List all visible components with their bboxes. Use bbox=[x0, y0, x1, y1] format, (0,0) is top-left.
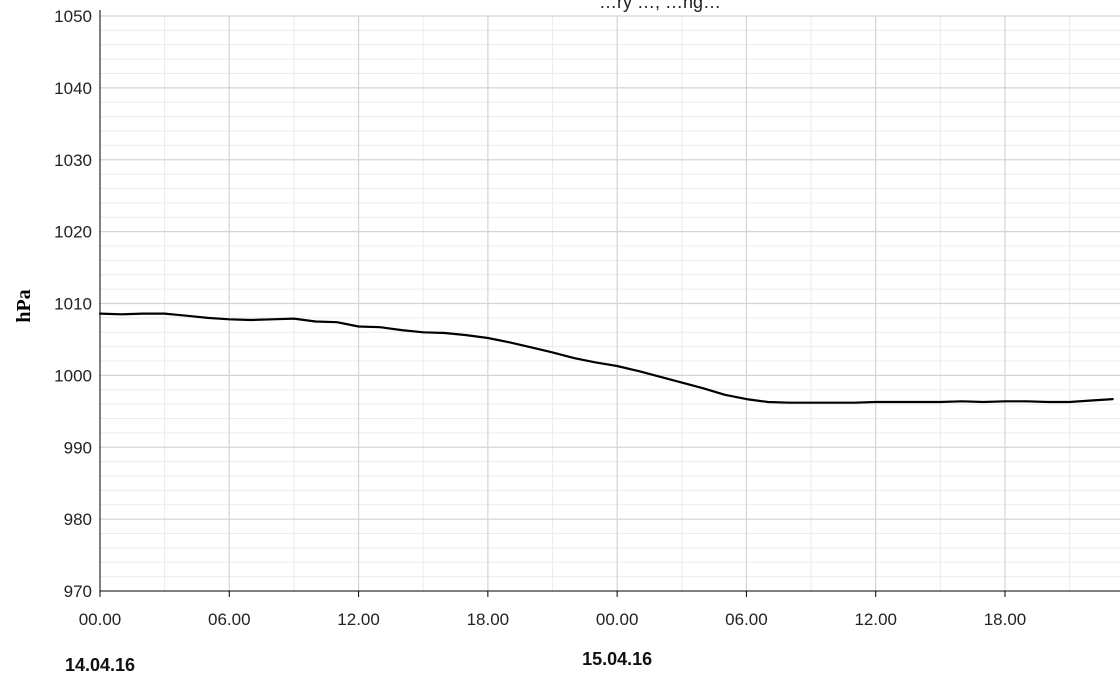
date-label: 14.04.16 bbox=[65, 655, 135, 675]
x-tick-label: 00.00 bbox=[596, 610, 639, 629]
x-tick-labels: 00.00 06.00 12.00 18.00 00.00 06.00 12.00 18.00 bbox=[79, 610, 1027, 629]
x-tick-label: 12.00 bbox=[854, 610, 897, 629]
pressure-series-line bbox=[98, 312, 1114, 404]
series-layer bbox=[98, 312, 1114, 404]
major-gridlines bbox=[100, 15, 1120, 591]
chart-title: …ry …, …ng… bbox=[599, 0, 721, 12]
y-tick-label: 1030 bbox=[54, 151, 92, 170]
y-tick-label: 980 bbox=[64, 510, 92, 529]
x-tick-label: 00.00 bbox=[79, 610, 122, 629]
y-axis-label: hPa bbox=[13, 289, 35, 322]
x-tick-label: 18.00 bbox=[467, 610, 510, 629]
y-tick-label: 1000 bbox=[54, 366, 92, 385]
y-tick-labels: 970 980 990 1000 1010 1020 1030 1040 1050 bbox=[54, 7, 92, 601]
x-tick-label: 18.00 bbox=[984, 610, 1027, 629]
y-tick-label: 1020 bbox=[54, 223, 92, 242]
y-tick-label: 970 bbox=[64, 582, 92, 601]
y-tick-label: 1050 bbox=[54, 7, 92, 26]
y-tick-label: 1010 bbox=[54, 295, 92, 314]
minor-gridlines bbox=[100, 16, 1120, 591]
x-tick-label: 06.00 bbox=[725, 610, 768, 629]
y-tick-label: 1040 bbox=[54, 79, 92, 98]
x-tick-label: 12.00 bbox=[337, 610, 380, 629]
date-label: 15.04.16 bbox=[582, 649, 652, 669]
x-tick-label: 06.00 bbox=[208, 610, 251, 629]
y-tick-label: 990 bbox=[64, 438, 92, 457]
axes bbox=[99, 10, 1120, 597]
date-labels: 14.04.16 15.04.16 bbox=[65, 649, 652, 675]
